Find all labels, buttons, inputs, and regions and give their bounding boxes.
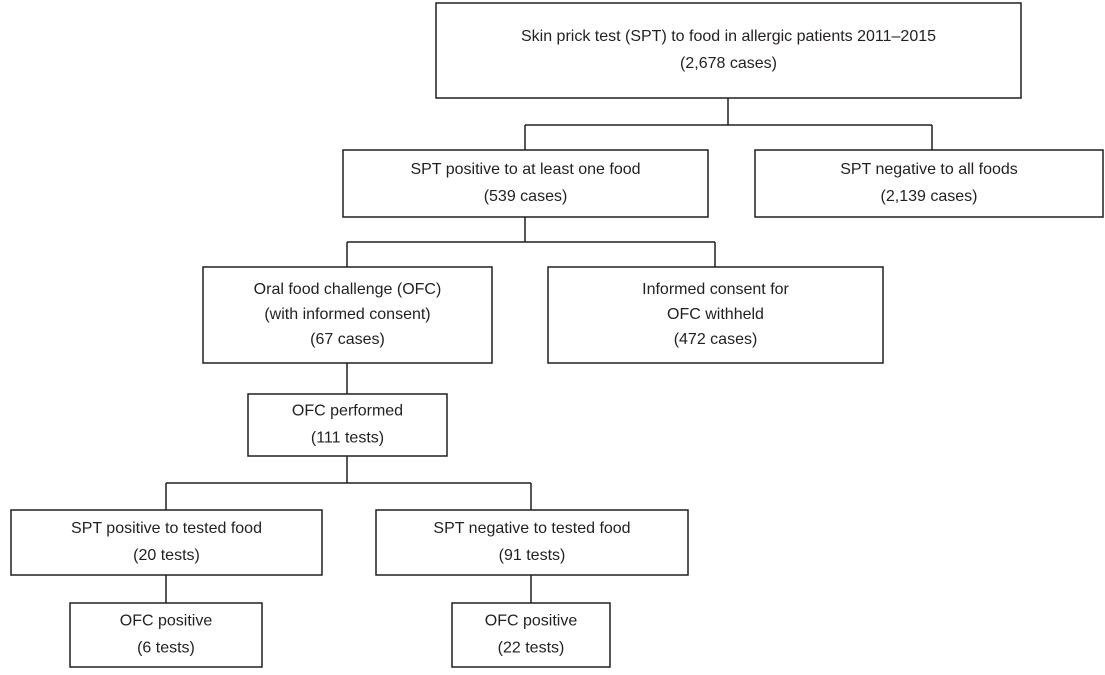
node-text: (91 tests)	[499, 547, 566, 564]
node-text: OFC withheld	[667, 306, 764, 323]
node-box	[451, 602, 611, 668]
node-text: SPT positive to at least one food	[410, 161, 640, 178]
node-box	[202, 266, 493, 364]
connector	[165, 456, 532, 510]
node-text: Informed consent for	[642, 281, 789, 298]
node-text: SPT negative to tested food	[433, 520, 630, 537]
node-text: OFC positive	[120, 613, 213, 630]
node-box	[342, 149, 709, 218]
node-text: OFC positive	[485, 613, 578, 630]
connectors	[165, 98, 933, 603]
node-text: (539 cases)	[484, 188, 568, 205]
node-text: (67 cases)	[310, 331, 385, 348]
node-text: (20 tests)	[133, 547, 200, 564]
connector	[165, 575, 532, 603]
node-box	[69, 602, 263, 668]
node-box	[754, 149, 1104, 218]
node-text: Oral food challenge (OFC)	[254, 281, 442, 298]
node-text: Skin prick test (SPT) to food in allergi…	[521, 28, 936, 45]
node-text: (2,139 cases)	[881, 188, 978, 205]
node-text: (6 tests)	[137, 640, 195, 657]
node-text: (with informed consent)	[264, 306, 430, 323]
connector	[524, 98, 933, 150]
node-text: OFC performed	[292, 403, 403, 420]
node-box	[435, 2, 1022, 99]
node-text: (22 tests)	[498, 640, 565, 657]
node-text: (472 cases)	[674, 331, 758, 348]
node-text: SPT negative to all foods	[840, 161, 1018, 178]
node-box	[547, 266, 884, 364]
node-box	[247, 393, 448, 457]
connector	[346, 217, 716, 267]
node-text: (2,678 cases)	[680, 55, 777, 72]
node-box	[10, 509, 323, 576]
node-text: (111 tests)	[311, 430, 384, 447]
node-box	[375, 509, 689, 576]
node-text: SPT positive to tested food	[71, 520, 262, 537]
